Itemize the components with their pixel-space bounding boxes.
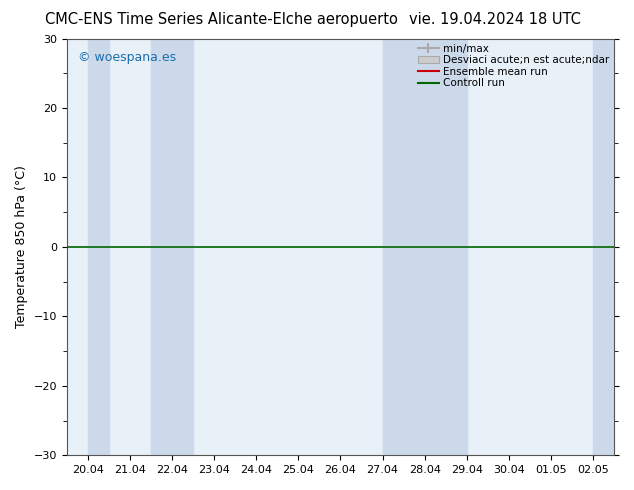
Text: vie. 19.04.2024 18 UTC: vie. 19.04.2024 18 UTC bbox=[408, 12, 581, 27]
Bar bbox=[425, 39, 467, 455]
Text: © woespana.es: © woespana.es bbox=[78, 51, 176, 64]
Legend: min/max, Desviaci acute;n est acute;ndar, Ensemble mean run, Controll run: min/max, Desviaci acute;n est acute;ndar… bbox=[416, 42, 611, 91]
Bar bbox=[593, 39, 614, 455]
Bar bbox=[151, 39, 193, 455]
Y-axis label: Temperature 850 hPa (°C): Temperature 850 hPa (°C) bbox=[15, 166, 28, 328]
Text: CMC-ENS Time Series Alicante-Elche aeropuerto: CMC-ENS Time Series Alicante-Elche aerop… bbox=[46, 12, 398, 27]
Bar bbox=[88, 39, 109, 455]
Bar bbox=[382, 39, 425, 455]
